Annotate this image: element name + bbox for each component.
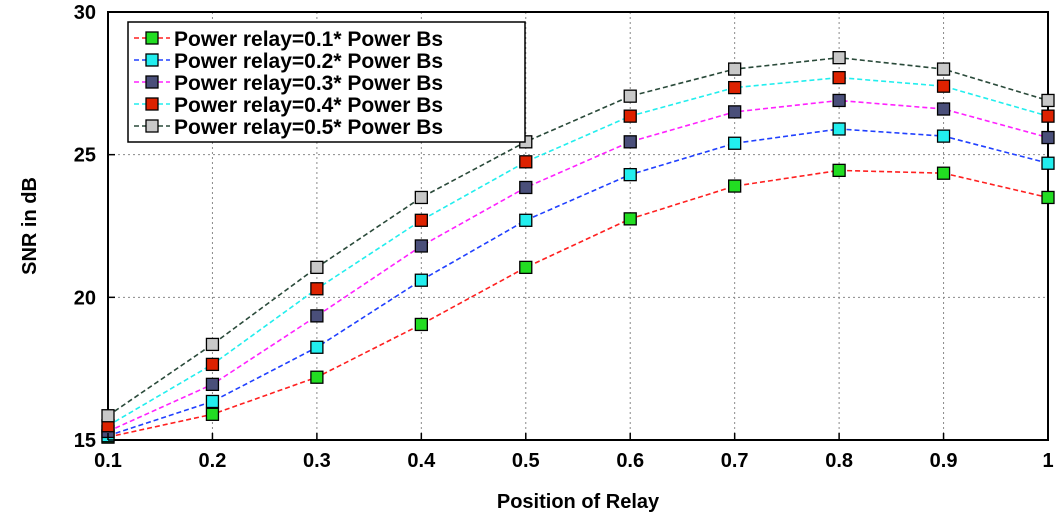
series-1 <box>101 163 1055 444</box>
x-axis-label: Position of Relay <box>497 491 660 513</box>
series-1-marker <box>205 407 220 421</box>
series-5-marker <box>101 409 115 423</box>
series-4-marker <box>414 213 428 227</box>
series-4-marker <box>519 155 533 169</box>
legend-marker <box>145 75 159 89</box>
series-1-marker <box>936 166 951 180</box>
series-4 <box>101 70 1055 433</box>
series-4-marker <box>1041 109 1055 123</box>
series-1-line <box>107 169 1049 438</box>
series-2-marker <box>414 273 428 287</box>
series-4-marker <box>623 109 637 123</box>
x-tick-label: 0.8 <box>825 450 853 472</box>
legend-label: Power relay=0.4* Power Bs <box>174 94 443 117</box>
legend-marker <box>145 119 159 133</box>
series-5-marker <box>310 260 324 275</box>
series-3-marker <box>519 180 533 195</box>
series-4-line <box>107 76 1049 427</box>
series-3-marker <box>623 135 637 149</box>
legend-label: Power relay=0.2* Power Bs <box>174 50 443 73</box>
series-4-marker <box>205 357 220 372</box>
y-tick-label: 30 <box>74 2 96 24</box>
series-2-marker <box>623 167 637 182</box>
series-5-marker <box>936 62 951 76</box>
y-tick-label: 15 <box>74 430 96 452</box>
series-3-marker <box>936 102 951 116</box>
x-tick-label: 0.7 <box>721 450 749 472</box>
series-1-marker <box>1041 190 1055 205</box>
legend-box <box>127 21 526 143</box>
x-tick-label: 0.4 <box>407 450 436 472</box>
series-2-marker <box>205 394 220 409</box>
series-1-marker <box>414 317 428 332</box>
series-3-marker <box>205 377 220 392</box>
legend-item-1: Power relay=0.1* Power Bs <box>134 28 443 51</box>
x-tick-label: 0.6 <box>616 450 644 472</box>
series-4-marker <box>936 79 951 93</box>
series-2-marker <box>728 136 742 150</box>
series-5-marker <box>414 190 428 205</box>
x-tick-label: 0.5 <box>512 450 540 472</box>
legend-marker <box>145 53 159 67</box>
series-3-marker <box>310 309 324 323</box>
series-5-marker <box>1041 93 1055 108</box>
series-3-marker <box>1041 130 1055 145</box>
plot-frame <box>107 11 1049 441</box>
series-3-marker <box>414 239 428 253</box>
legend-label: Power relay=0.1* Power Bs <box>174 28 443 51</box>
series-3-marker <box>728 105 742 119</box>
series-5-marker <box>832 51 846 65</box>
series-4-marker <box>832 70 846 85</box>
series-5-marker <box>623 89 637 103</box>
series-1-marker <box>623 212 637 226</box>
series-4-marker <box>310 282 324 296</box>
legend-label: Power relay=0.3* Power Bs <box>174 72 443 95</box>
legend-item-5: Power relay=0.5* Power Bs <box>134 116 443 139</box>
series-layer <box>101 51 1055 444</box>
series-3-line <box>107 99 1049 433</box>
series-2-marker <box>310 340 324 354</box>
legend-marker <box>145 31 159 45</box>
x-tick-label: 0.9 <box>930 450 958 472</box>
series-5-marker <box>205 337 220 352</box>
series-5 <box>101 51 1055 423</box>
series-2-line <box>107 128 1049 437</box>
tick-layer: 0.1 0.2 0.3 0.4 0.5 0.6 0.7 0.8 0.9 1 15 20 25 30 <box>74 2 1054 472</box>
series-1-marker <box>728 179 742 193</box>
series-5-marker <box>728 62 742 76</box>
series-2-marker <box>936 129 951 143</box>
series-2-marker <box>519 213 533 227</box>
series-1-marker <box>832 163 846 178</box>
y-tick-label: 20 <box>74 287 96 309</box>
series-3-marker <box>832 93 846 108</box>
x-tick-label: 1 <box>1042 450 1053 472</box>
x-tick-label: 0.2 <box>199 450 227 472</box>
series-3 <box>101 93 1055 439</box>
x-tick-label: 0.1 <box>94 450 122 472</box>
legend-item-2: Power relay=0.2* Power Bs <box>134 50 443 73</box>
series-1-marker <box>310 370 324 384</box>
y-tick-label: 25 <box>74 145 96 167</box>
series-2-marker <box>832 122 846 136</box>
x-tick-label: 0.3 <box>303 450 331 472</box>
series-4-marker <box>728 80 742 95</box>
legend-item-3: Power relay=0.3* Power Bs <box>134 72 443 95</box>
legend-item-4: Power relay=0.4* Power Bs <box>134 94 443 117</box>
y-axis-label: SNR in dB <box>19 177 41 275</box>
legend-marker <box>145 97 159 111</box>
series-2-marker <box>1041 156 1055 170</box>
series-2 <box>101 122 1055 443</box>
legend-label: Power relay=0.5* Power Bs <box>174 116 443 139</box>
series-1-marker <box>519 260 533 275</box>
